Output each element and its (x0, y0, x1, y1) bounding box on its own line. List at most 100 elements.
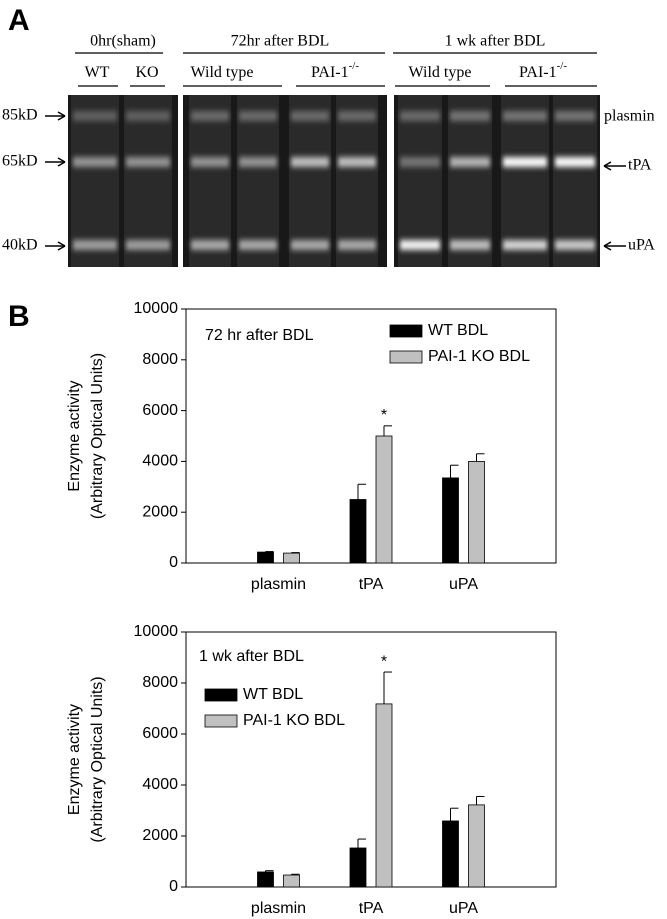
error-bar (265, 551, 274, 553)
lane-label-text: PAI-1 (311, 64, 349, 81)
y-tick-label: 0 (169, 878, 178, 895)
lane-label: PAI-1-/- (311, 60, 359, 81)
marker-label: 40kD (2, 237, 38, 254)
legend-swatch (204, 714, 238, 728)
y-tick-label: 10000 (134, 300, 179, 317)
y-tick-label: 2000 (142, 827, 178, 844)
legend-label: WT BDL (243, 686, 303, 703)
legend-swatch (389, 324, 423, 338)
y-axis-label: Enzyme activity (66, 704, 83, 815)
error-bar (450, 464, 459, 478)
y-tick-label: 10000 (134, 623, 179, 640)
lane-label-text: KO (135, 64, 158, 81)
gel-band (400, 240, 440, 250)
bar (375, 703, 393, 888)
y-tick-label: 8000 (142, 351, 178, 368)
gel-lane (289, 95, 331, 267)
lane-label-text: Wild type (409, 64, 472, 81)
gel-lane (189, 95, 231, 267)
legend-label: PAI-1 KO BDL (428, 348, 530, 365)
gel-band (191, 111, 229, 121)
marker-label: 85kD (2, 107, 38, 124)
arrow-head (57, 241, 66, 251)
gel-band (450, 157, 490, 167)
gel-band (338, 157, 376, 167)
x-tick-label: uPA (449, 900, 478, 917)
gel-band (503, 111, 547, 121)
bar (257, 871, 274, 888)
gel-band (555, 240, 595, 250)
error-bar (265, 870, 274, 872)
gel-band (126, 111, 170, 121)
legend-label: WT BDL (428, 322, 488, 339)
error-bar (383, 425, 392, 436)
chart-title: 72 hr after BDL (205, 327, 314, 344)
x-tick-label: plasmin (251, 576, 306, 593)
gel-band (239, 157, 277, 167)
bar (375, 435, 393, 564)
bar (257, 551, 274, 564)
gel-band (191, 157, 229, 167)
legend-swatch (389, 350, 423, 364)
gel-image (68, 95, 600, 267)
gel-band (400, 111, 440, 121)
x-tick-label: tPA (359, 900, 384, 917)
y-tick-label: 4000 (142, 776, 178, 793)
lane-label-text: WT (85, 64, 110, 81)
gel-band (503, 157, 547, 167)
gel-band (338, 111, 376, 121)
gel-band (239, 111, 277, 121)
arrow-head (603, 241, 612, 251)
gel-band (191, 240, 229, 250)
arrow-head (57, 111, 66, 121)
legend-label: PAI-1 KO BDL (243, 712, 345, 729)
error-bar (357, 838, 366, 848)
group-title: 0hr(sham) (90, 33, 156, 50)
significance-label: * (381, 407, 387, 424)
y-tick-label: 4000 (142, 453, 178, 470)
bar (468, 460, 485, 564)
plot-frame (185, 631, 557, 888)
gel-band (555, 111, 595, 121)
lane-label: Wild type (191, 64, 254, 81)
error-bar (383, 671, 392, 704)
gel-lane (501, 95, 549, 267)
gel-lane (124, 95, 172, 267)
lane-label-sup: -/- (557, 60, 568, 72)
significance-label: * (381, 653, 387, 670)
x-tick-label: tPA (359, 576, 384, 593)
band-label: uPA (628, 237, 655, 254)
gel-lane (336, 95, 378, 267)
x-tick-label: uPA (449, 576, 478, 593)
bar (283, 552, 300, 564)
gel-band (338, 240, 376, 250)
gel-band (73, 240, 117, 250)
y-axis-label: Enzyme activity (66, 380, 83, 491)
bar (468, 804, 485, 888)
lane-label: Wild type (409, 64, 472, 81)
lane-label-text: Wild type (191, 64, 254, 81)
legend-swatch (204, 688, 238, 702)
panel-label: B (8, 300, 30, 333)
bar (283, 874, 300, 888)
gel-band (555, 157, 595, 167)
panel-label: A (8, 4, 30, 37)
gel-lane (71, 95, 119, 267)
y-tick-label: 6000 (142, 725, 178, 742)
bar (442, 820, 459, 888)
arrow-head (603, 161, 612, 171)
bar (442, 477, 459, 564)
lane-label: PAI-1-/- (519, 60, 567, 81)
lane-label: KO (135, 64, 158, 81)
y-tick-label: 0 (169, 554, 178, 571)
gel-band (291, 111, 329, 121)
error-bar (291, 552, 300, 554)
gel-lane (553, 95, 597, 267)
gel-band (126, 157, 170, 167)
gel-band (126, 240, 170, 250)
plot-frame (185, 308, 557, 564)
x-tick-label: plasmin (251, 900, 306, 917)
error-bar (476, 453, 485, 462)
marker-label: 65kD (2, 153, 38, 170)
bar (349, 847, 367, 888)
